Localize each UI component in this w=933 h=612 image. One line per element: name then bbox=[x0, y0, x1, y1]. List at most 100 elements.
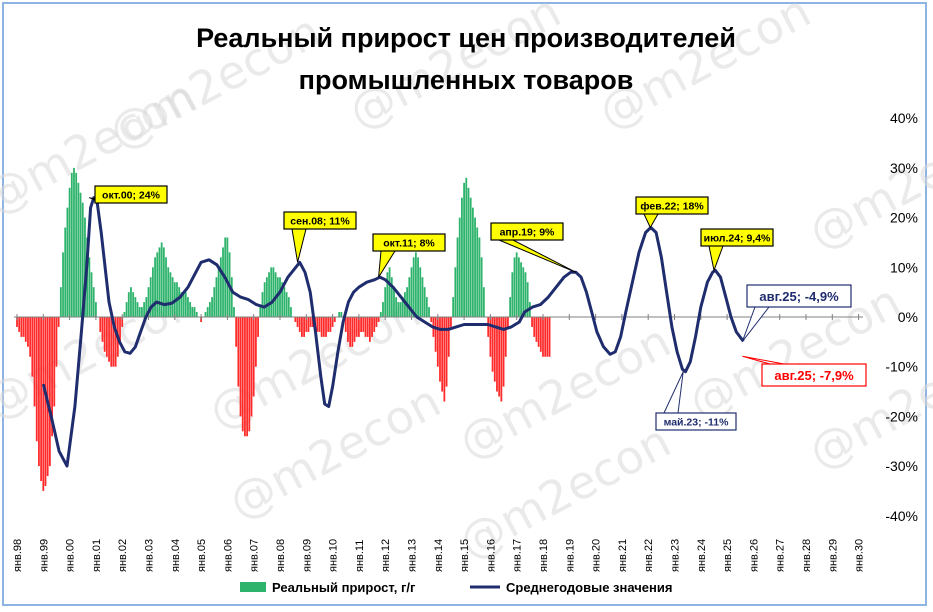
bar bbox=[213, 287, 216, 317]
bar bbox=[134, 297, 137, 317]
bar bbox=[461, 197, 463, 317]
bar bbox=[539, 317, 542, 352]
bar bbox=[546, 317, 549, 357]
bar bbox=[35, 317, 38, 442]
x-tick-label: янв.12 bbox=[380, 539, 392, 572]
bar bbox=[458, 217, 461, 317]
bar bbox=[322, 317, 325, 337]
legend-label-line: Среднегодовые значения bbox=[506, 580, 672, 595]
annotation-box bbox=[94, 185, 168, 204]
bar bbox=[156, 252, 159, 317]
bar bbox=[544, 317, 547, 357]
annotation-label: сен.08; 11% bbox=[290, 216, 350, 228]
bar bbox=[469, 197, 472, 317]
bar bbox=[517, 257, 520, 317]
bar bbox=[154, 257, 156, 317]
annotation-pointer bbox=[291, 228, 307, 263]
y-tick-label: 40% bbox=[890, 110, 918, 126]
bar bbox=[257, 317, 259, 337]
bar bbox=[90, 272, 93, 317]
bar bbox=[18, 317, 21, 332]
bar bbox=[436, 317, 439, 367]
bar bbox=[526, 282, 529, 317]
annotation-pointer bbox=[708, 245, 724, 273]
bar bbox=[401, 297, 404, 317]
bar bbox=[147, 287, 150, 317]
x-tick-label: янв.03 bbox=[144, 539, 156, 572]
y-tick-label: -30% bbox=[885, 458, 918, 474]
bar bbox=[520, 262, 522, 317]
bar bbox=[542, 317, 544, 357]
bar bbox=[187, 297, 189, 317]
bar bbox=[127, 292, 130, 317]
bar bbox=[68, 187, 71, 317]
bar bbox=[59, 287, 62, 317]
bar bbox=[237, 317, 240, 387]
x-tick-label: янв.16 bbox=[485, 539, 497, 572]
bar bbox=[307, 317, 310, 332]
x-tick-label: янв.23 bbox=[670, 539, 682, 572]
bar bbox=[42, 317, 45, 491]
bar bbox=[349, 317, 352, 347]
bar bbox=[84, 217, 86, 317]
bar bbox=[44, 317, 47, 486]
bar bbox=[395, 297, 398, 317]
bar bbox=[162, 247, 165, 317]
x-tick-label: янв.20 bbox=[591, 539, 603, 572]
bar bbox=[537, 317, 540, 347]
bar bbox=[504, 317, 507, 357]
annotation-box bbox=[746, 284, 852, 308]
bar bbox=[362, 317, 365, 332]
bar bbox=[419, 267, 422, 317]
bar bbox=[417, 257, 419, 317]
bar bbox=[108, 317, 110, 362]
bar bbox=[191, 307, 194, 317]
bar bbox=[145, 297, 148, 317]
bar bbox=[465, 177, 468, 317]
y-tick-label: 10% bbox=[890, 259, 918, 275]
bar bbox=[33, 317, 36, 407]
annotation-box bbox=[635, 196, 709, 215]
bar bbox=[294, 317, 297, 322]
bar bbox=[48, 317, 51, 467]
bar bbox=[119, 317, 121, 342]
bar bbox=[165, 257, 167, 317]
bar bbox=[149, 277, 152, 317]
x-axis-ticks: янв.98 янв.99 янв.00 янв.01 янв.02 янв.03 янв.… bbox=[12, 314, 866, 572]
bar bbox=[318, 317, 321, 332]
annotation-pointer bbox=[498, 239, 577, 273]
bar bbox=[353, 317, 356, 342]
bar bbox=[24, 317, 27, 342]
bar bbox=[204, 312, 207, 317]
legend-label-bar: Реальный прирост, г/г bbox=[272, 580, 416, 595]
bar bbox=[138, 307, 141, 317]
legend: Реальный прирост, г/г Среднегодовые знач… bbox=[240, 580, 672, 595]
bar bbox=[230, 277, 233, 317]
bar bbox=[412, 257, 415, 317]
bar bbox=[158, 247, 161, 317]
bar bbox=[531, 317, 533, 327]
annotation-label: июл.24; 9,4% bbox=[704, 233, 771, 245]
annotation-box bbox=[655, 412, 737, 431]
x-tick-label: янв.24 bbox=[696, 539, 708, 572]
bar bbox=[511, 272, 514, 317]
bar bbox=[445, 317, 448, 387]
bar bbox=[368, 317, 371, 342]
bar bbox=[88, 257, 91, 317]
bar bbox=[40, 317, 43, 482]
bar bbox=[360, 317, 362, 332]
bar bbox=[456, 237, 459, 317]
bar bbox=[333, 317, 336, 322]
bar bbox=[66, 207, 69, 317]
bar bbox=[141, 307, 143, 317]
bar bbox=[406, 287, 409, 317]
annotation-box bbox=[490, 222, 564, 241]
bar bbox=[309, 317, 312, 327]
bar bbox=[491, 317, 494, 372]
bar bbox=[241, 317, 244, 432]
x-tick-label: янв.30 bbox=[854, 539, 866, 572]
annotation-pointer bbox=[663, 371, 684, 414]
annotation-label: авг.25; -4,9% bbox=[759, 289, 839, 304]
x-tick-label: янв.18 bbox=[538, 539, 550, 572]
